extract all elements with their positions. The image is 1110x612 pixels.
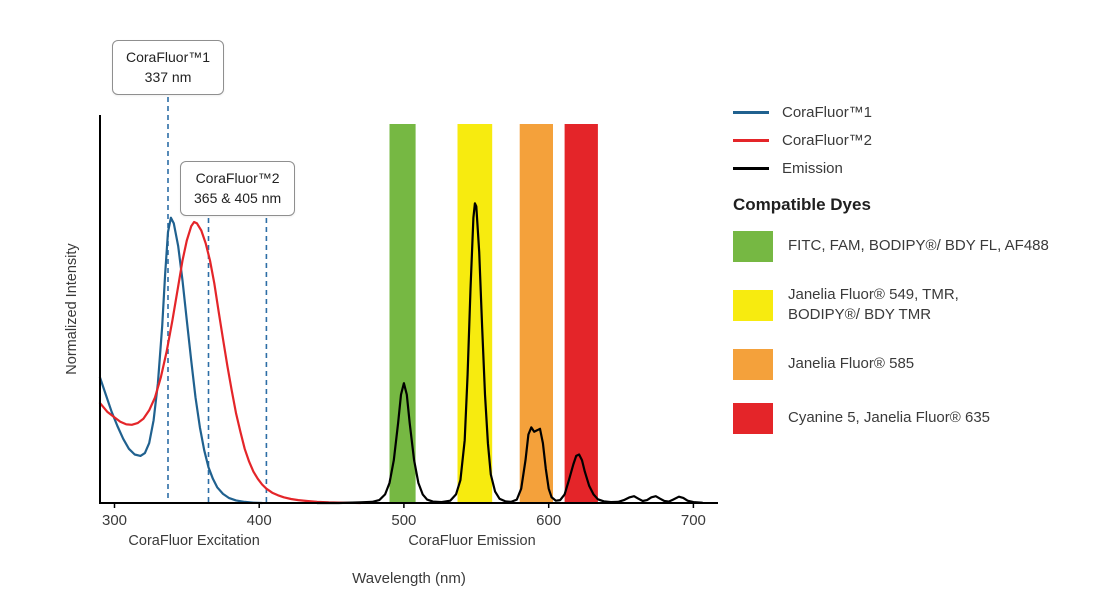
dye-swatch <box>733 348 773 380</box>
dye-label: Janelia Fluor® 585 <box>788 354 915 372</box>
legend-line-sample <box>733 111 769 114</box>
dye-swatch <box>733 289 773 321</box>
legend-dye-item: FITC, FAM, BODIPY®/ BDY FL, AF488 <box>733 231 1073 262</box>
dye-swatch <box>733 402 773 434</box>
legend-dye-item: Cyanine 5, Janelia Fluor® 635 <box>733 402 1073 434</box>
legend-series-item: CoraFluor™1 <box>733 104 1073 121</box>
callout-corafluor2: CoraFluor™2 365 & 405 nm <box>180 161 296 217</box>
legend-series-label: CoraFluor™2 <box>782 132 873 149</box>
dye-label: Janelia Fluor® 549, TMR, BODIPY®/ BDY TM… <box>788 286 959 324</box>
dye-label: Cyanine 5, Janelia Fluor® 635 <box>788 408 991 426</box>
legend-line-sample <box>733 139 769 142</box>
x-tick-label: 600 <box>536 512 561 529</box>
filter-band <box>519 124 553 503</box>
legend-series-item: Emission <box>733 160 1073 177</box>
filter-band <box>457 124 493 503</box>
x-tick-label: 300 <box>102 512 127 529</box>
x-axis-section-label: CoraFluor Excitation <box>128 533 259 549</box>
callout-subtitle: 365 & 405 nm <box>194 189 282 206</box>
y-axis-title: Normalized Intensity <box>64 243 80 375</box>
x-tick-label: 500 <box>391 512 416 529</box>
series-corafluor-2 <box>98 220 362 505</box>
legend-series-label: Emission <box>782 160 843 177</box>
legend-series-item: CoraFluor™2 <box>733 132 1073 149</box>
callout-title: CoraFluor™1 <box>126 49 211 65</box>
dye-label: FITC, FAM, BODIPY®/ BDY FL, AF488 <box>788 237 1049 255</box>
legend: CoraFluor™1 CoraFluor™2 Emission Compatibl… <box>733 104 1073 457</box>
series-corafluor-1 <box>98 216 264 505</box>
spectra-chart: 300 400 500 600 700 CoraFluor Excitation CoraF… <box>64 97 718 587</box>
filter-band <box>564 124 598 503</box>
legend-series-label: CoraFluor™1 <box>782 104 873 121</box>
callout-corafluor1: CoraFluor™1 337 nm <box>112 40 225 96</box>
dye-swatch <box>733 231 773 262</box>
legend-dye-item: Janelia Fluor® 585 <box>733 348 1073 380</box>
callout-title: CoraFluor™2 <box>195 170 280 186</box>
legend-dyes-group: FITC, FAM, BODIPY®/ BDY FL, AF488 Janelia… <box>733 231 1073 434</box>
x-axis-title: Wavelength (nm) <box>352 570 466 587</box>
x-tick-label: 400 <box>247 512 272 529</box>
x-axis-section-label: CoraFluor Emission <box>408 533 535 549</box>
compatible-dyes-heading: Compatible Dyes <box>733 195 871 214</box>
legend-dye-item: Janelia Fluor® 549, TMR, BODIPY®/ BDY TM… <box>733 285 1073 326</box>
series-emission <box>316 202 704 505</box>
callout-subtitle: 337 nm <box>144 68 192 85</box>
legend-series-group: CoraFluor™1 CoraFluor™2 Emission <box>733 104 1073 177</box>
legend-line-sample <box>733 167 769 170</box>
x-tick-label: 700 <box>681 512 706 529</box>
